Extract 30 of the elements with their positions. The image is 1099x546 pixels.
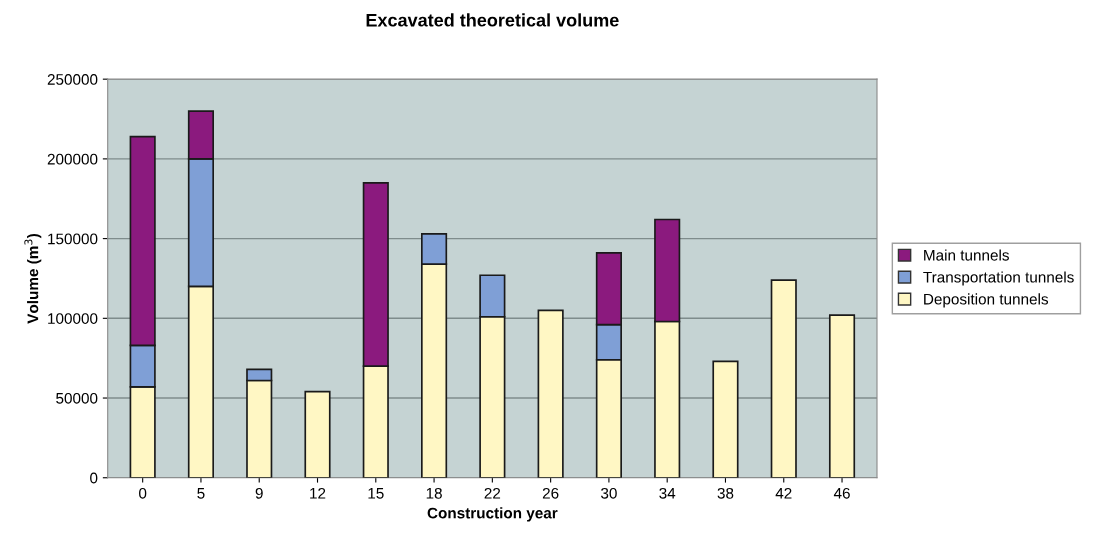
- x-tick-label: 42: [775, 487, 792, 499]
- y-tick-label: 200000: [47, 153, 98, 165]
- x-tick-label: 15: [368, 488, 384, 499]
- x-tick-label: 5: [197, 488, 205, 499]
- y-tick-label: 250000: [47, 74, 98, 85]
- x-tick-label: 30: [601, 487, 617, 499]
- x-tick-label: 34: [659, 487, 676, 499]
- chart-title: Excavated theoretical volume: [366, 13, 619, 27]
- x-tick-label: 38: [717, 487, 734, 499]
- y-tick-label: 150000: [48, 233, 98, 245]
- x-tick-label: 26: [542, 487, 559, 499]
- y-axis-title: Volume (m$^{3}$): [24, 233, 42, 324]
- y-tick-label: 50000: [56, 392, 98, 404]
- legend-label: Main tunnels: [924, 249, 1009, 261]
- legend-label: Transportation tunnels: [923, 271, 1074, 286]
- y-tick-label: 100000: [48, 313, 98, 324]
- x-tick-label: 0: [139, 487, 147, 499]
- y-tick-label: 0: [90, 472, 98, 484]
- x-tick-label: 22: [484, 487, 501, 499]
- x-tick-label: 9: [255, 487, 263, 499]
- x-tick-label: 46: [833, 487, 850, 499]
- bar: [537, 309, 564, 478]
- bar: [304, 390, 331, 478]
- x-axis-title: Construction year: [427, 507, 558, 522]
- bar: [712, 360, 739, 478]
- x-tick-label: 12: [310, 487, 326, 499]
- bar: [828, 314, 856, 478]
- bar: [770, 279, 797, 478]
- x-tick-label: 18: [426, 487, 442, 499]
- legend-label: Deposition tunnels: [924, 293, 1049, 308]
